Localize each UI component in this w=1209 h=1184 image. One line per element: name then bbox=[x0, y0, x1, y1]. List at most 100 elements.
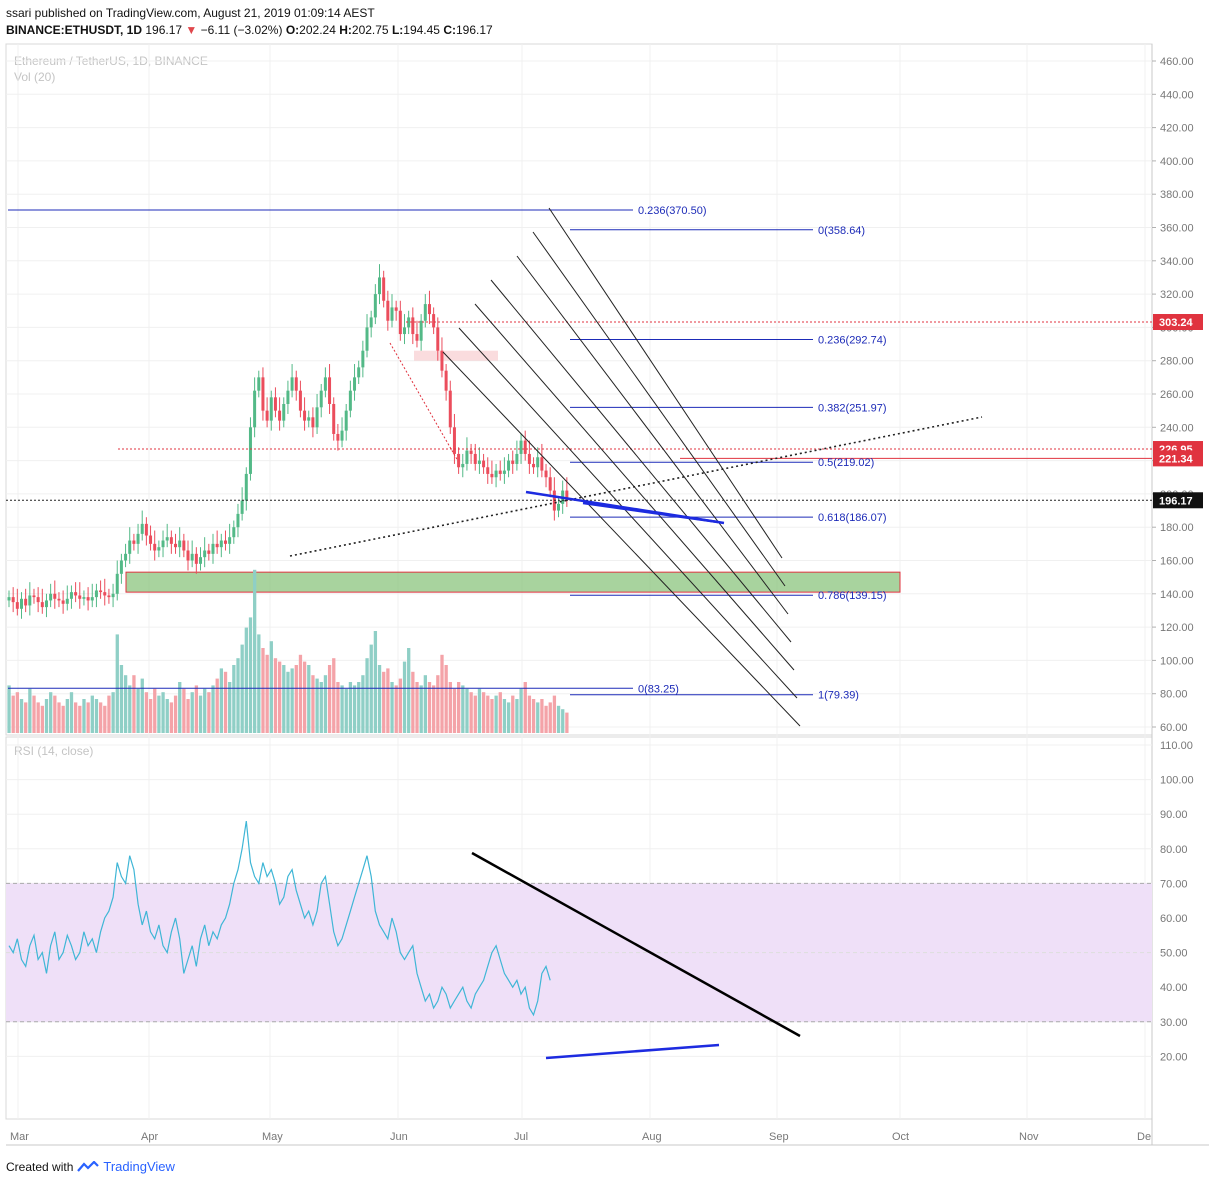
candle-body bbox=[557, 503, 561, 511]
price-badge-text: 196.17 bbox=[1159, 495, 1193, 507]
candle-body bbox=[402, 327, 406, 335]
candle-body bbox=[486, 467, 490, 474]
candle-body bbox=[40, 602, 44, 608]
time-tick-label: Jun bbox=[390, 1131, 408, 1143]
candle-body bbox=[61, 600, 65, 604]
volume-bar bbox=[511, 695, 515, 733]
fib-level-label: 0.382(251.97) bbox=[818, 402, 887, 414]
volume-bar bbox=[194, 685, 199, 733]
candle-body bbox=[532, 463, 536, 468]
volume-bar bbox=[223, 671, 228, 733]
volume-bar bbox=[86, 702, 90, 733]
candle-body bbox=[477, 460, 481, 464]
price-tick-label: 440.00 bbox=[1160, 89, 1194, 101]
volume-bar bbox=[232, 665, 236, 733]
price-tick-label: 280.00 bbox=[1160, 356, 1194, 368]
fib-level-label: 0.5(219.02) bbox=[818, 457, 874, 469]
candle-body bbox=[294, 377, 298, 391]
high-label: H: bbox=[339, 23, 352, 37]
candle-body bbox=[157, 547, 161, 551]
time-tick-label: Mar bbox=[10, 1131, 29, 1143]
candle-body bbox=[11, 597, 15, 603]
volume-bar bbox=[540, 699, 544, 733]
down-arrow-icon: ▼ bbox=[185, 23, 198, 37]
candle-body bbox=[161, 540, 165, 548]
volume-bar bbox=[552, 695, 557, 733]
candle-body bbox=[194, 553, 198, 564]
volume-bar bbox=[315, 678, 319, 733]
rsi-support-trendline bbox=[545, 1043, 720, 1060]
fib-level-label: 0(358.64) bbox=[818, 225, 865, 237]
candle-body bbox=[536, 457, 540, 468]
candle-body bbox=[236, 513, 240, 528]
candle-body bbox=[448, 390, 452, 428]
time-tick-label: May bbox=[262, 1131, 283, 1143]
candle-body bbox=[119, 560, 123, 574]
candle-body bbox=[90, 597, 94, 601]
rsi-line bbox=[8, 821, 551, 1017]
volume-bar bbox=[182, 688, 186, 733]
volume-bar bbox=[261, 648, 265, 733]
volume-bar bbox=[7, 685, 11, 733]
candle-body bbox=[203, 550, 207, 558]
volume-bar bbox=[94, 699, 99, 733]
candle-body bbox=[523, 440, 527, 454]
volume-bar bbox=[336, 682, 340, 733]
candle-body bbox=[111, 593, 115, 598]
price-tick-label: 400.00 bbox=[1160, 156, 1194, 168]
candle-body bbox=[253, 390, 257, 428]
volume-bar bbox=[386, 668, 390, 733]
price-tick-label: 80.00 bbox=[1160, 689, 1188, 701]
candle-body bbox=[482, 460, 486, 468]
publisher-line: ssari published on TradingView.com, Augu… bbox=[6, 6, 375, 20]
candle-body bbox=[215, 543, 219, 548]
candle-body bbox=[427, 304, 431, 315]
volume-bar bbox=[49, 692, 53, 733]
volume-bar bbox=[228, 682, 232, 733]
volume-bar bbox=[15, 692, 20, 733]
volume-bar bbox=[240, 644, 244, 733]
candle-body bbox=[207, 550, 211, 554]
tradingview-brand[interactable]: TradingView bbox=[103, 1159, 175, 1174]
price-tick-label: 320.00 bbox=[1160, 289, 1194, 301]
channel-line bbox=[442, 351, 801, 727]
candle-body bbox=[290, 377, 294, 391]
channel-line bbox=[532, 231, 786, 587]
volume-bar bbox=[452, 688, 457, 733]
volume-bar bbox=[427, 682, 432, 733]
candle-body bbox=[394, 307, 398, 311]
rsi-resistance-trendline bbox=[471, 851, 801, 1038]
candle-body bbox=[132, 540, 136, 544]
volume-bar bbox=[402, 661, 407, 733]
volume-bar bbox=[190, 692, 194, 733]
price-tick-label: 460.00 bbox=[1160, 56, 1194, 68]
candle-body bbox=[519, 440, 523, 454]
candle-body bbox=[502, 470, 506, 474]
volume-bar bbox=[103, 705, 107, 733]
volume-bar bbox=[498, 692, 502, 733]
candle-body bbox=[423, 304, 427, 321]
candle-body bbox=[261, 377, 265, 411]
symbol-label: BINANCE:ETHUSDT, 1D bbox=[6, 23, 143, 37]
candle-body bbox=[232, 527, 236, 538]
price-tick-label: 420.00 bbox=[1160, 123, 1194, 135]
rsi-label: RSI (14, close) bbox=[14, 744, 93, 758]
volume-bar bbox=[398, 678, 403, 733]
candle-body bbox=[361, 350, 365, 368]
volume-bar bbox=[294, 665, 298, 733]
volume-bar bbox=[32, 695, 36, 733]
candle-body bbox=[115, 573, 119, 594]
low-value: 194.45 bbox=[403, 23, 440, 37]
candle-body bbox=[240, 500, 244, 514]
candle-body bbox=[511, 460, 515, 464]
candle-body bbox=[94, 590, 98, 598]
candle-body bbox=[328, 377, 332, 404]
volume-bar bbox=[69, 692, 74, 733]
volume-bar bbox=[469, 692, 473, 733]
candle-body bbox=[373, 294, 377, 318]
volume-bar bbox=[61, 705, 65, 733]
rsi-tick-label: 30.00 bbox=[1160, 1017, 1188, 1029]
candle-body bbox=[390, 307, 394, 321]
volume-bar bbox=[361, 675, 365, 733]
